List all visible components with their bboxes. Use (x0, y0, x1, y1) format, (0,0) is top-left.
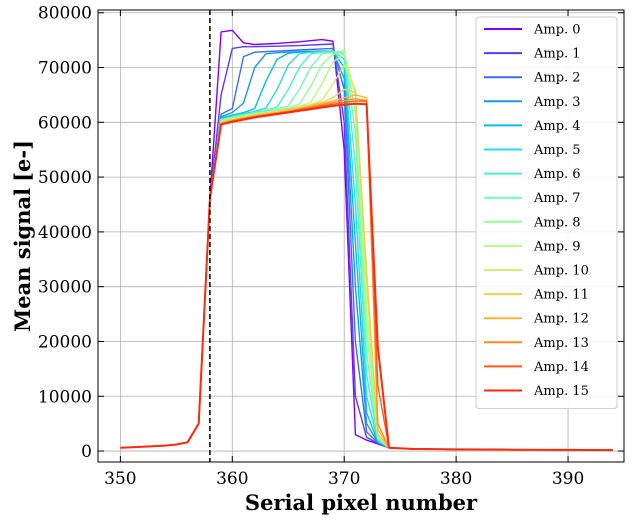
y-tick-label-1: 10000 (38, 387, 92, 407)
legend-label-1: Amp. 1 (533, 47, 581, 62)
series-line-15 (120, 102, 613, 452)
plot-frame (97, 9, 625, 463)
legend-label-4: Amp. 4 (533, 119, 581, 134)
legend-label-8: Amp. 8 (533, 215, 581, 230)
legend-label-0: Amp. 0 (533, 23, 581, 38)
y-tick-label-2: 20000 (38, 332, 92, 352)
series-lines (120, 29, 613, 452)
x-tick-label-4: 390 (552, 469, 584, 489)
x-tick-label-2: 370 (328, 469, 360, 489)
legend-label-5: Amp. 5 (533, 143, 581, 158)
axis-ticks: 350 360 370 380 390 0 10000 20000 30000 40000 5000… (38, 4, 624, 489)
y-axis-unit: [e-] (10, 140, 35, 182)
x-tick-label-0: 350 (104, 469, 136, 489)
legend: Amp. 0 Amp. 1 Amp. 2 Amp. 3 Amp. 4 Amp. 5 Amp.… (475, 16, 618, 410)
y-tick-label-6: 60000 (38, 113, 92, 133)
legend-label-10: Amp. 10 (533, 264, 589, 279)
x-axis-label: Serial pixel number (245, 490, 478, 515)
y-axis-label-text: Mean signal (10, 188, 35, 332)
y-tick-label-7: 70000 (38, 59, 92, 79)
legend-box (475, 16, 618, 410)
y-tick-label-3: 30000 (38, 278, 92, 298)
legend-label-9: Amp. 9 (533, 239, 581, 254)
y-tick-label-0: 0 (81, 442, 92, 462)
x-tick-label-3: 380 (440, 469, 472, 489)
legend-label-3: Amp. 3 (533, 95, 581, 110)
legend-label-6: Amp. 6 (533, 167, 581, 182)
x-tick-label-1: 360 (216, 469, 248, 489)
legend-label-7: Amp. 7 (533, 191, 581, 206)
legend-label-15: Amp. 15 (533, 384, 589, 399)
y-tick-label-8: 80000 (38, 4, 92, 24)
y-axis-label: Mean signal [e-] (10, 140, 35, 332)
legend-label-2: Amp. 2 (533, 71, 581, 86)
y-tick-label-5: 50000 (38, 168, 92, 188)
legend-label-11: Amp. 11 (533, 288, 589, 303)
legend-label-14: Amp. 14 (533, 360, 589, 375)
y-tick-label-4: 40000 (38, 223, 92, 243)
legend-label-12: Amp. 12 (533, 312, 589, 327)
legend-label-13: Amp. 13 (533, 336, 589, 351)
